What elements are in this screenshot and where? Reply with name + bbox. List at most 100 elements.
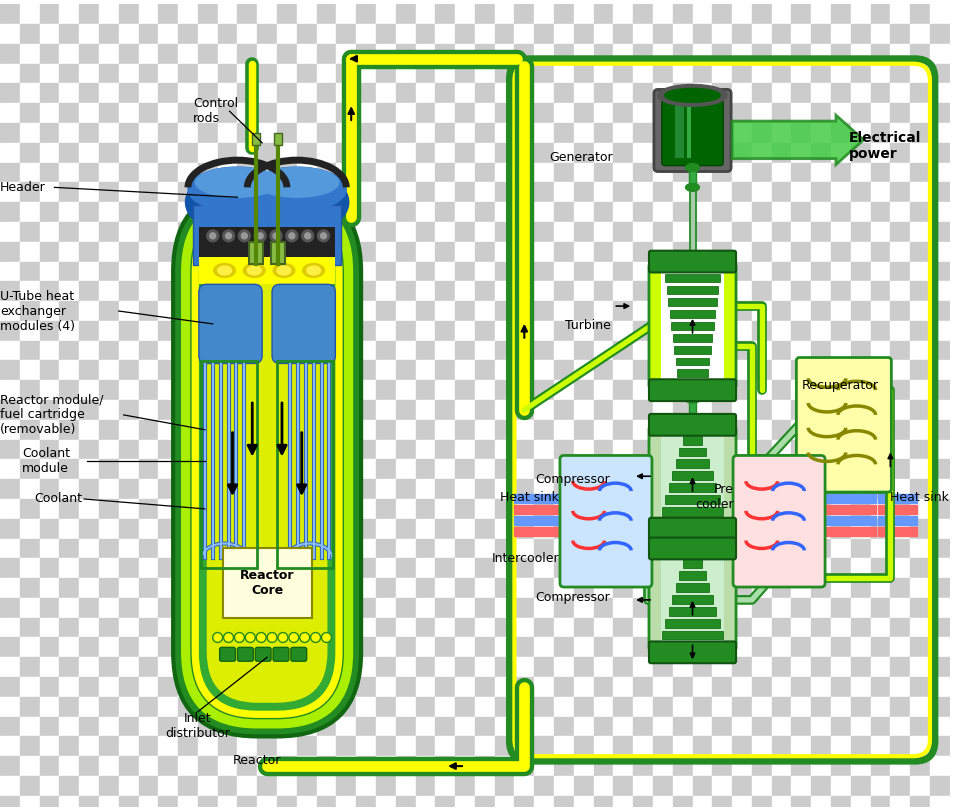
Bar xyxy=(218,776,237,796)
Bar xyxy=(218,539,237,558)
Bar xyxy=(416,479,435,499)
Bar xyxy=(198,539,218,558)
Bar xyxy=(831,697,851,717)
Bar xyxy=(534,163,554,182)
Bar xyxy=(20,143,39,163)
Bar xyxy=(257,677,277,697)
Bar xyxy=(317,519,336,539)
Bar xyxy=(791,756,811,776)
Bar xyxy=(297,657,317,677)
Bar xyxy=(158,558,178,578)
Bar xyxy=(79,123,99,143)
Bar xyxy=(39,242,60,262)
Bar xyxy=(930,281,949,301)
Ellipse shape xyxy=(685,183,700,191)
Bar xyxy=(416,598,435,618)
Bar xyxy=(119,657,138,677)
Bar xyxy=(772,657,791,677)
Bar xyxy=(158,440,178,459)
Bar xyxy=(356,459,376,479)
Bar xyxy=(851,697,871,717)
Bar xyxy=(930,123,949,143)
Bar xyxy=(871,578,890,598)
Bar xyxy=(198,281,218,301)
Bar xyxy=(665,619,720,628)
Bar xyxy=(356,44,376,64)
Bar xyxy=(416,420,435,440)
Bar xyxy=(79,360,99,380)
Bar xyxy=(593,717,613,736)
Bar xyxy=(99,103,119,123)
Bar xyxy=(772,796,791,811)
Bar xyxy=(99,64,119,84)
Bar xyxy=(119,756,138,776)
Bar xyxy=(574,657,593,677)
Bar xyxy=(831,84,851,103)
Bar xyxy=(20,400,39,420)
Bar xyxy=(653,242,673,262)
Bar xyxy=(376,519,396,539)
Bar xyxy=(910,143,930,163)
Bar xyxy=(554,24,574,44)
Bar xyxy=(593,796,613,811)
Bar xyxy=(416,44,435,64)
Bar xyxy=(138,776,158,796)
Bar xyxy=(435,163,455,182)
Bar xyxy=(356,677,376,697)
Bar xyxy=(712,539,732,558)
Bar xyxy=(772,4,791,24)
Bar xyxy=(634,163,653,182)
Bar xyxy=(772,558,791,578)
Bar xyxy=(297,143,317,163)
Bar xyxy=(277,578,297,598)
Bar xyxy=(732,776,752,796)
Bar xyxy=(20,440,39,459)
Bar xyxy=(613,360,634,380)
Bar xyxy=(534,84,554,103)
Bar xyxy=(317,163,336,182)
Bar xyxy=(712,519,732,539)
Bar xyxy=(811,578,831,598)
Bar xyxy=(416,341,435,360)
Bar xyxy=(930,637,949,657)
Bar xyxy=(890,301,910,321)
Bar xyxy=(515,519,534,539)
Bar xyxy=(593,578,613,598)
Bar xyxy=(515,440,534,459)
Bar xyxy=(494,440,515,459)
Bar xyxy=(317,459,336,479)
Bar xyxy=(336,776,356,796)
Bar xyxy=(831,64,851,84)
Bar xyxy=(416,202,435,222)
Bar xyxy=(890,380,910,400)
FancyBboxPatch shape xyxy=(291,647,306,661)
Bar xyxy=(673,420,692,440)
Bar xyxy=(297,103,317,123)
Circle shape xyxy=(318,230,329,242)
Bar xyxy=(416,578,435,598)
Bar xyxy=(890,677,910,697)
Bar xyxy=(257,796,277,811)
Bar xyxy=(435,420,455,440)
Bar xyxy=(376,479,396,499)
Bar xyxy=(60,657,79,677)
Bar xyxy=(772,163,791,182)
Bar xyxy=(811,301,831,321)
Bar xyxy=(930,756,949,776)
Bar xyxy=(634,776,653,796)
Bar xyxy=(871,143,890,163)
Bar xyxy=(158,262,178,281)
Bar xyxy=(475,4,494,24)
Bar xyxy=(930,380,949,400)
Bar xyxy=(871,4,890,24)
Bar xyxy=(673,459,692,479)
Bar xyxy=(435,4,455,24)
Bar xyxy=(772,400,791,420)
Bar xyxy=(673,182,692,202)
Bar xyxy=(218,301,237,321)
FancyBboxPatch shape xyxy=(191,205,344,719)
Bar xyxy=(811,796,831,811)
Bar xyxy=(416,301,435,321)
Bar xyxy=(515,479,534,499)
Bar xyxy=(435,84,455,103)
